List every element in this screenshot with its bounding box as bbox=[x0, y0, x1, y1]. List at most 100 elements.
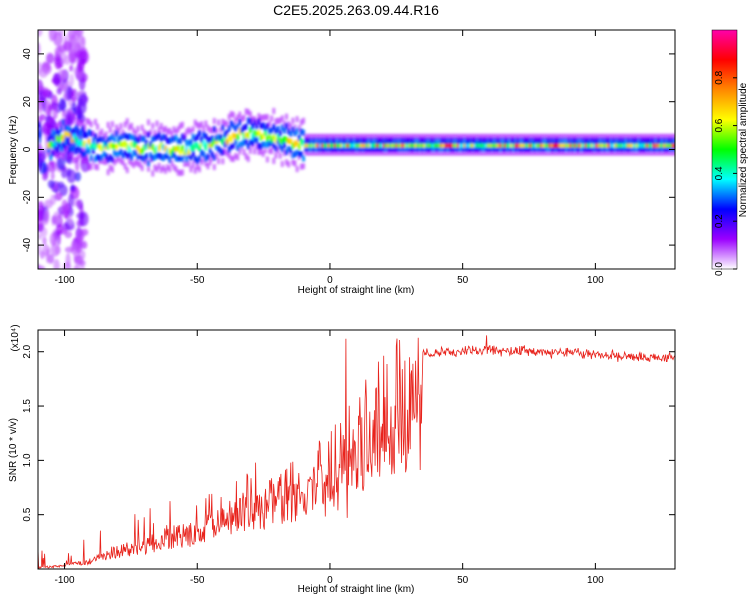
heat-cell bbox=[191, 144, 195, 151]
heat-cell bbox=[448, 149, 452, 156]
heat-cell bbox=[121, 159, 125, 166]
heat-cell bbox=[667, 145, 671, 152]
snr-y-ticks: 0.51.01.52.0 bbox=[22, 344, 675, 522]
heat-cell bbox=[512, 149, 516, 156]
heat-cell bbox=[323, 141, 327, 148]
heat-cell bbox=[431, 141, 435, 148]
heat-cell bbox=[648, 149, 652, 156]
heat-cell bbox=[635, 145, 639, 152]
heat-cell bbox=[556, 133, 560, 140]
heat-cell bbox=[633, 149, 637, 156]
heat-cell bbox=[208, 141, 212, 148]
heat-cell bbox=[522, 149, 526, 156]
heat-cell bbox=[420, 133, 425, 140]
heat-cell bbox=[265, 123, 270, 130]
heat-cell bbox=[541, 145, 546, 152]
heat-cell bbox=[225, 129, 229, 136]
heat-cell bbox=[577, 145, 582, 152]
heat-cell bbox=[439, 149, 444, 156]
heat-cell bbox=[265, 114, 270, 121]
heat-cell bbox=[420, 141, 425, 148]
heat-cell bbox=[304, 137, 308, 144]
heat-cell bbox=[238, 148, 242, 155]
heat-cell bbox=[69, 88, 78, 102]
heat-cell bbox=[393, 133, 397, 140]
heat-cell bbox=[520, 145, 524, 152]
heat-cell bbox=[367, 145, 371, 152]
heat-cell bbox=[176, 169, 180, 176]
heat-cell bbox=[110, 166, 115, 173]
heat-cell bbox=[650, 137, 654, 144]
heat-cell bbox=[74, 117, 78, 124]
heat-cell bbox=[263, 147, 267, 154]
heat-cell bbox=[56, 87, 63, 95]
heat-cell bbox=[155, 152, 159, 159]
heat-cell bbox=[193, 167, 197, 174]
heat-cell bbox=[395, 137, 399, 144]
heat-cell bbox=[594, 149, 599, 156]
heat-cell bbox=[480, 145, 484, 152]
heat-cell bbox=[293, 151, 297, 158]
heat-cell bbox=[560, 137, 565, 144]
heat-cell bbox=[267, 127, 272, 134]
heat-cell bbox=[78, 265, 86, 269]
heat-cell bbox=[497, 141, 501, 148]
heat-cell bbox=[166, 153, 170, 160]
heat-cell bbox=[227, 134, 231, 141]
heat-cell bbox=[365, 145, 369, 152]
heat-cell bbox=[244, 153, 248, 160]
heat-cell bbox=[355, 133, 359, 140]
heat-cell bbox=[125, 152, 129, 159]
heat-cell bbox=[163, 152, 168, 159]
heat-cell bbox=[658, 137, 662, 144]
heat-cell bbox=[276, 126, 280, 133]
heat-cell bbox=[620, 149, 624, 156]
heat-cell bbox=[628, 133, 633, 140]
heat-cell bbox=[87, 164, 91, 171]
heat-cell bbox=[371, 137, 376, 144]
heat-cell bbox=[607, 141, 611, 148]
heat-cell bbox=[174, 155, 178, 162]
heat-cell bbox=[255, 137, 259, 144]
heat-cell bbox=[132, 127, 136, 134]
heat-cell bbox=[408, 145, 412, 152]
heat-cell bbox=[265, 135, 270, 142]
heat-cell bbox=[391, 133, 395, 140]
heat-cell bbox=[616, 149, 620, 156]
heat-cell bbox=[166, 164, 170, 171]
heat-cell bbox=[51, 162, 55, 169]
heat-cell bbox=[70, 136, 74, 143]
heat-cell bbox=[129, 122, 134, 129]
heat-cell bbox=[335, 149, 340, 156]
heat-cell bbox=[240, 115, 244, 122]
heat-cell bbox=[231, 122, 236, 129]
heat-cell bbox=[614, 141, 618, 148]
heat-cell bbox=[374, 137, 378, 144]
heat-cell bbox=[488, 145, 492, 152]
heat-cell bbox=[121, 152, 125, 159]
heat-cell bbox=[569, 141, 573, 148]
heat-cell bbox=[639, 137, 643, 144]
heat-cell bbox=[603, 133, 607, 140]
heat-cell bbox=[127, 151, 132, 158]
heat-cell bbox=[471, 149, 475, 156]
heat-cell bbox=[195, 134, 199, 141]
heat-cell bbox=[185, 128, 189, 135]
heat-cell bbox=[539, 141, 543, 148]
heat-cell bbox=[620, 141, 624, 148]
heat-cell bbox=[399, 133, 403, 140]
heat-cell bbox=[597, 149, 601, 156]
heat-cell bbox=[151, 155, 155, 162]
heat-cell bbox=[526, 133, 531, 140]
heat-cell bbox=[125, 143, 129, 150]
heat-cell bbox=[616, 145, 620, 152]
heat-cell bbox=[297, 150, 301, 157]
heat-cell bbox=[68, 111, 72, 118]
heat-cell bbox=[202, 125, 206, 132]
heat-cell bbox=[357, 141, 361, 148]
heat-cell bbox=[671, 141, 675, 148]
heat-cell bbox=[295, 166, 299, 173]
heat-cell bbox=[119, 148, 123, 155]
heat-cell bbox=[393, 137, 397, 144]
